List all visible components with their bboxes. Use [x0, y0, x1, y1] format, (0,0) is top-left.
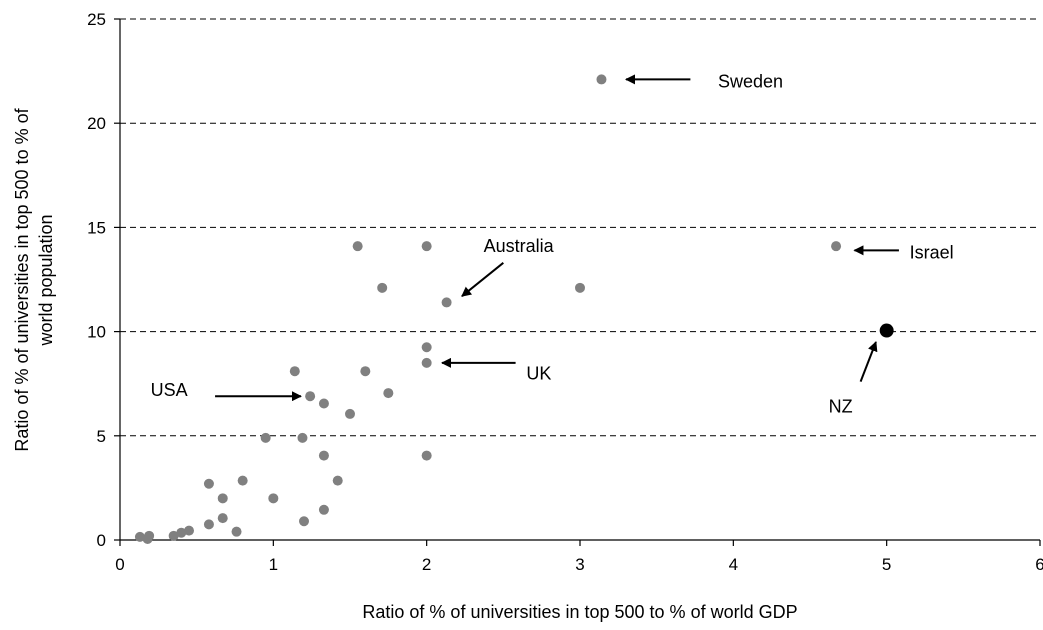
- data-point: [203, 478, 214, 489]
- annotation-label-israel: Israel: [910, 242, 954, 262]
- data-point: [596, 74, 607, 85]
- data-point: [831, 241, 842, 252]
- y-tick-label: 20: [87, 114, 106, 133]
- data-point: [318, 398, 329, 409]
- annotation-arrow-nz: [859, 341, 878, 382]
- x-tick-label: 5: [882, 555, 891, 574]
- data-point: [134, 531, 145, 542]
- data-point: [421, 241, 432, 252]
- annotation-label-uk: UK: [526, 363, 551, 383]
- data-point: [305, 391, 316, 402]
- data-point: [168, 530, 179, 541]
- data-point: [352, 241, 363, 252]
- data-point: [260, 432, 271, 443]
- x-tick-label: 6: [1035, 555, 1043, 574]
- annotation-label-australia: Australia: [484, 236, 555, 256]
- data-point: [203, 519, 214, 530]
- data-point: [318, 504, 329, 515]
- data-point: [421, 357, 432, 368]
- x-tick-label: 4: [729, 555, 738, 574]
- data-point: [575, 282, 585, 293]
- data-point: [332, 475, 343, 486]
- data-point: [231, 526, 242, 537]
- data-point: [268, 493, 279, 504]
- data-point: [217, 513, 228, 524]
- data-points: [134, 74, 894, 544]
- data-point: [297, 432, 308, 443]
- data-point: [144, 530, 155, 541]
- tick-labels: 0 5 10 15 20 25 0 1 2 3 4 5 6: [87, 10, 1043, 574]
- x-tick-label: 2: [422, 555, 431, 574]
- x-axis-label: Ratio of % of universities in top 500 to…: [362, 602, 797, 622]
- x-tick-label: 0: [115, 555, 124, 574]
- y-tick-label: 25: [87, 10, 106, 29]
- data-point: [345, 408, 355, 419]
- y-tick-label: 5: [97, 427, 106, 446]
- annotations: Sweden Australia Israel UK USA NZ: [151, 72, 954, 417]
- gridlines: [120, 18, 1040, 437]
- y-axis-label-line2: world population: [36, 214, 56, 346]
- data-point: [383, 388, 394, 399]
- x-tick-label: 3: [575, 555, 584, 574]
- data-point-nz: [879, 323, 894, 338]
- y-tick-label: 0: [97, 531, 106, 550]
- data-point: [217, 493, 228, 504]
- annotation-label-sweden: Sweden: [718, 72, 783, 92]
- annotation-label-usa: USA: [151, 380, 188, 400]
- y-tick-label: 15: [87, 218, 106, 237]
- x-tick-label: 1: [269, 555, 278, 574]
- axes: [114, 18, 1041, 546]
- annotation-label-nz: NZ: [829, 397, 853, 417]
- y-tick-label: 10: [87, 323, 106, 342]
- data-point: [421, 450, 432, 461]
- data-point: [360, 366, 371, 377]
- y-axis-label: Ratio of % of universities in top 500 to…: [12, 107, 32, 451]
- data-point: [176, 527, 187, 538]
- data-point: [184, 525, 194, 536]
- data-point: [237, 475, 248, 486]
- data-point: [318, 450, 329, 461]
- data-point: [377, 282, 388, 293]
- data-point: [289, 366, 300, 377]
- data-point: [299, 516, 309, 527]
- data-point: [421, 342, 432, 353]
- data-point: [441, 297, 452, 308]
- annotation-arrow-australia: [461, 262, 504, 297]
